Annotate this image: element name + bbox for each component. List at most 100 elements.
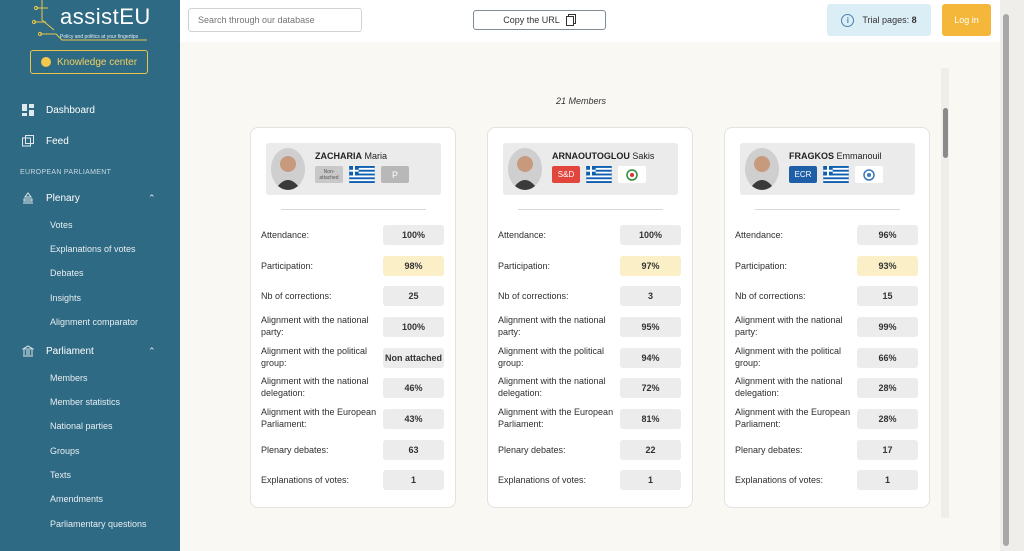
sidebar: assistEU Policy and politics at your fin… — [0, 0, 180, 551]
stat-value: 3 — [620, 286, 681, 306]
chevron-up-icon[interactable]: ⌃ — [148, 346, 156, 356]
trial-pages-indicator: i Trial pages: 8 — [827, 4, 931, 36]
stat-label: Attendance: — [735, 230, 784, 240]
member-card[interactable]: ZACHARIA Maria Non-attached P Attendance: 10… — [250, 127, 456, 508]
search-input[interactable] — [188, 8, 362, 32]
member-header[interactable]: ZACHARIA Maria Non-attached P — [266, 143, 441, 195]
header-divider — [518, 209, 663, 210]
greece-flag-icon — [585, 166, 613, 183]
members-count: 21 Members — [556, 96, 607, 106]
stat-label: Plenary debates: — [735, 445, 803, 455]
stat-label: Explanations of votes: — [261, 475, 350, 485]
political-group-badge[interactable]: ECR — [789, 166, 817, 183]
logo-circuit-icon — [32, 0, 147, 41]
page-scrollbar-thumb[interactable] — [1003, 14, 1009, 546]
sidebar-item-amendments[interactable]: Amendments — [50, 494, 104, 504]
sidebar-item-alignment-comparator[interactable]: Alignment comparator — [50, 317, 139, 327]
stat-label: Attendance: — [498, 230, 547, 240]
national-party-badge[interactable] — [618, 166, 646, 183]
knowledge-center-label: Knowledge center — [56, 56, 138, 68]
stat-value: 46% — [383, 378, 444, 398]
stat-label: Alignment with the national delegation: — [498, 376, 606, 398]
stat-label: Alignment with the political group: — [261, 346, 368, 368]
parliament-icon — [22, 345, 34, 357]
sidebar-item-texts[interactable]: Texts — [50, 470, 72, 480]
avatar — [745, 148, 779, 190]
member-name[interactable]: FRAGKOS Emmanouil — [789, 151, 882, 161]
sidebar-item-national-parties[interactable]: National parties — [50, 421, 113, 431]
info-icon: i — [841, 13, 855, 27]
stat-value: 98% — [383, 256, 444, 276]
stat-label: Participation: — [261, 261, 314, 271]
national-party-badge[interactable] — [855, 166, 883, 183]
stat-value: Non attached — [383, 348, 444, 368]
feed-label: Feed — [46, 135, 69, 147]
stat-value: 99% — [857, 317, 918, 337]
stat-label: Plenary debates: — [498, 445, 566, 455]
sidebar-item-parliamentary-questions[interactable]: Parliamentary questions — [50, 519, 147, 529]
member-card[interactable]: ARNAOUTOGLOU Sakis S&D Attendance: 100% Part… — [487, 127, 693, 508]
stat-label: Explanations of votes: — [498, 475, 587, 485]
plenary-icon — [23, 192, 33, 204]
cards-scrollbar-thumb[interactable] — [943, 108, 948, 158]
sidebar-item-insights[interactable]: Insights — [50, 293, 82, 303]
stat-value: 25 — [383, 286, 444, 306]
dashboard-label: Dashboard — [46, 104, 95, 116]
sidebar-item-dashboard[interactable]: Dashboard — [22, 104, 95, 116]
sidebar-item-parliament[interactable]: Parliament — [22, 345, 94, 357]
political-group-badge[interactable]: S&D — [552, 166, 580, 183]
stat-value: 28% — [857, 378, 918, 398]
sidebar-item-debates[interactable]: Debates — [50, 268, 84, 278]
member-name[interactable]: ZACHARIA Maria — [315, 151, 387, 161]
stat-label: Nb of corrections: — [261, 291, 332, 301]
feed-icon — [22, 135, 34, 147]
stat-value: 22 — [620, 440, 681, 460]
sidebar-item-votes[interactable]: Votes — [50, 220, 73, 230]
stat-value: 97% — [620, 256, 681, 276]
member-firstname: Sakis — [629, 151, 655, 161]
political-group-badge[interactable]: Non-attached — [315, 166, 343, 183]
greece-flag-icon — [822, 166, 850, 183]
member-surname: FRAGKOS — [789, 151, 834, 161]
logo[interactable]: assistEU Policy and politics at your fin… — [32, 0, 152, 44]
national-party-badge[interactable]: P — [381, 166, 409, 183]
stat-label: Nb of corrections: — [735, 291, 806, 301]
stat-label: Alignment with the national party: — [735, 315, 843, 337]
sidebar-item-explanations-of-votes[interactable]: Explanations of votes — [50, 244, 136, 254]
stat-label: Alignment with the European Parliament: — [498, 407, 614, 429]
login-button[interactable]: Log in — [942, 4, 991, 36]
member-firstname: Maria — [362, 151, 388, 161]
knowledge-center-button[interactable]: Knowledge center — [30, 50, 148, 74]
stat-value: 63 — [383, 440, 444, 460]
member-badges: Non-attached P — [315, 166, 409, 183]
sidebar-item-member-statistics[interactable]: Member statistics — [50, 397, 121, 407]
plenary-label: Plenary — [46, 192, 80, 204]
member-header[interactable]: FRAGKOS Emmanouil ECR — [740, 143, 915, 195]
chevron-up-icon[interactable]: ⌃ — [148, 193, 156, 203]
stat-value: 17 — [857, 440, 918, 460]
avatar — [271, 148, 305, 190]
header-divider — [755, 209, 900, 210]
sidebar-item-members[interactable]: Members — [50, 373, 88, 383]
member-name[interactable]: ARNAOUTOGLOU Sakis — [552, 151, 654, 161]
member-card[interactable]: FRAGKOS Emmanouil ECR Attendance: 96% Partic… — [724, 127, 930, 508]
stat-value: 93% — [857, 256, 918, 276]
cards-scrollbar-track[interactable] — [941, 68, 949, 518]
stat-label: Nb of corrections: — [498, 291, 569, 301]
stat-value: 81% — [620, 409, 681, 429]
stat-value: 100% — [383, 317, 444, 337]
greece-flag-icon — [348, 166, 376, 183]
sidebar-item-groups[interactable]: Groups — [50, 446, 80, 456]
copy-url-button[interactable]: Copy the URL — [473, 10, 606, 30]
stat-value: 1 — [383, 470, 444, 490]
stat-label: Alignment with the political group: — [735, 346, 842, 368]
section-title-european-parliament: EUROPEAN PARLIAMENT — [20, 169, 112, 176]
member-header[interactable]: ARNAOUTOGLOU Sakis S&D — [503, 143, 678, 195]
stat-value: 94% — [620, 348, 681, 368]
sidebar-item-plenary[interactable]: Plenary — [22, 192, 80, 204]
stat-value: 1 — [857, 470, 918, 490]
stat-value: 95% — [620, 317, 681, 337]
member-badges: S&D — [552, 166, 646, 183]
trial-pages-text: Trial pages: 8 — [862, 15, 917, 25]
sidebar-item-feed[interactable]: Feed — [22, 135, 69, 147]
